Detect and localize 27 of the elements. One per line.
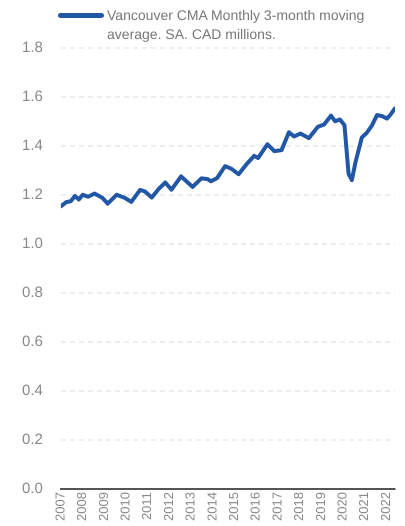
x-tick-label: 2021: [356, 492, 372, 521]
y-tick-label: 0.4: [22, 382, 43, 400]
y-tick-label: 0.6: [22, 333, 43, 350]
x-tick-label: 2011: [139, 492, 154, 520]
x-tick-label: 2014: [204, 492, 220, 521]
x-tick-label: 2012: [160, 492, 176, 521]
y-tick-label: 0.8: [22, 284, 43, 302]
x-tick-label: 2007: [52, 492, 68, 521]
x-tick-label: 2019: [312, 492, 328, 521]
y-tick-label: 1.8: [22, 39, 43, 56]
x-tick-label: 2010: [118, 492, 133, 521]
x-tick-label: 2020: [334, 492, 350, 521]
x-tick-label: 2009: [96, 492, 111, 521]
y-tick-label: 1.2: [22, 186, 43, 204]
x-tick-label: 2008: [74, 492, 90, 521]
x-tick-label: 2022: [378, 492, 393, 521]
x-tick-label: 2016: [248, 492, 263, 521]
y-tick-label: 0.0: [22, 480, 43, 498]
y-tick-label: 1.6: [22, 88, 43, 106]
x-tick-label: 2018: [291, 492, 306, 521]
y-tick-label: 1.4: [22, 137, 43, 154]
legend-label: Vancouver CMA Monthly 3-month moving average. SA. CAD millions.: [107, 6, 366, 44]
y-tick-label: 0.2: [22, 431, 43, 448]
x-tick-label: 2013: [182, 492, 198, 521]
x-tick-label: 2017: [269, 492, 284, 521]
x-tick-label: 2015: [226, 492, 242, 521]
y-tick-label: 1.0: [22, 235, 43, 252]
